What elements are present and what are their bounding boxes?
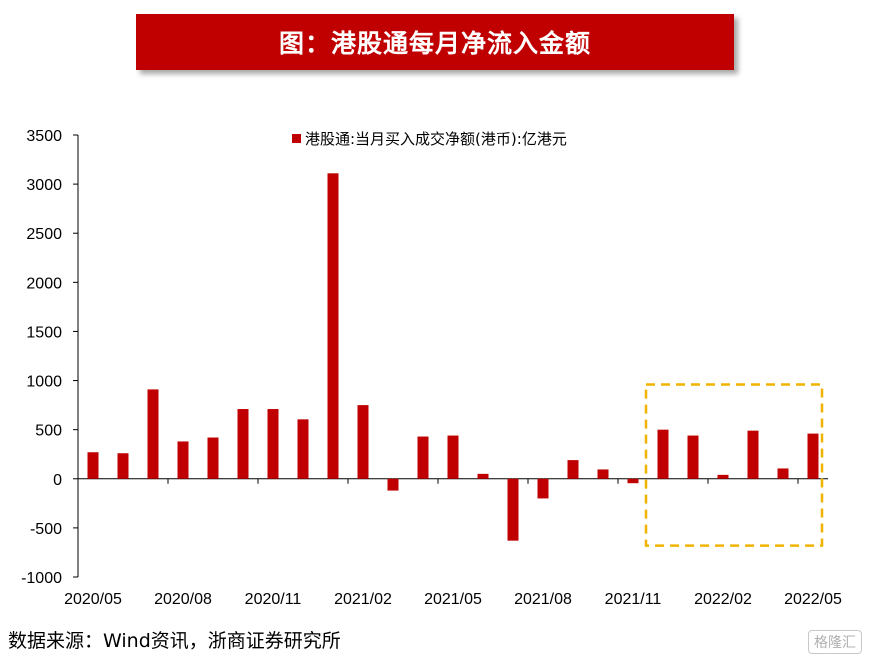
x-tick-label: 2020/05	[64, 591, 122, 608]
x-tick-label: 2020/08	[154, 591, 212, 608]
bar-chart: -1000 -500 0 500 1000 1500 2000 2500 3000 3500 202…	[21, 128, 842, 608]
bar	[117, 453, 129, 479]
x-tick-label: 2020/11	[245, 591, 302, 608]
bar	[657, 429, 669, 479]
bar	[807, 433, 819, 479]
bar	[357, 405, 369, 479]
bar	[147, 389, 159, 479]
y-tick-label: 3500	[26, 128, 62, 145]
page-title: 图：港股通每月净流入金额	[278, 29, 591, 58]
y-tick-label: 3000	[26, 177, 62, 194]
bar	[627, 478, 639, 484]
x-tick-label: 2021/11	[605, 591, 662, 608]
x-tick-label: 2021/08	[514, 591, 572, 608]
bar	[267, 409, 279, 479]
bar	[87, 452, 99, 479]
y-tick-label: 1500	[26, 324, 62, 341]
x-tick-label: 2022/05	[784, 591, 842, 608]
bar	[477, 473, 489, 479]
x-tick-label: 2022/02	[694, 591, 752, 608]
bar	[297, 419, 309, 479]
bar	[207, 437, 219, 479]
bar	[507, 478, 519, 541]
y-tick-label: 2000	[26, 275, 62, 292]
source-note: 数据来源：Wind资讯，浙商证券研究所	[8, 630, 341, 652]
bar	[597, 469, 609, 479]
bar	[777, 468, 789, 479]
y-tick-label: -500	[30, 521, 62, 538]
highlight-box	[644, 383, 824, 547]
y-tick-label: 0	[53, 472, 62, 489]
bar	[537, 478, 549, 499]
title-banner: 图：港股通每月净流入金额	[136, 14, 734, 70]
bar	[387, 478, 399, 491]
y-tick-label: 2500	[26, 226, 62, 243]
bar	[687, 435, 699, 479]
bar	[717, 474, 729, 479]
legend-label: 港股通:当月买入成交净额(港币):亿港元	[305, 130, 567, 148]
bar	[567, 460, 579, 479]
bar	[417, 436, 429, 479]
y-tick-label: 500	[35, 423, 62, 440]
bar	[447, 435, 459, 479]
bar	[237, 409, 249, 479]
y-tick-label: -1000	[21, 570, 62, 587]
watermark-logo: 格隆汇	[808, 630, 862, 654]
bar	[177, 441, 189, 479]
x-tick-label: 2021/02	[334, 591, 392, 608]
legend-swatch	[292, 134, 301, 143]
bar	[327, 173, 339, 479]
y-tick-label: 1000	[26, 374, 62, 391]
bar	[747, 430, 759, 479]
x-tick-label: 2021/05	[424, 591, 482, 608]
